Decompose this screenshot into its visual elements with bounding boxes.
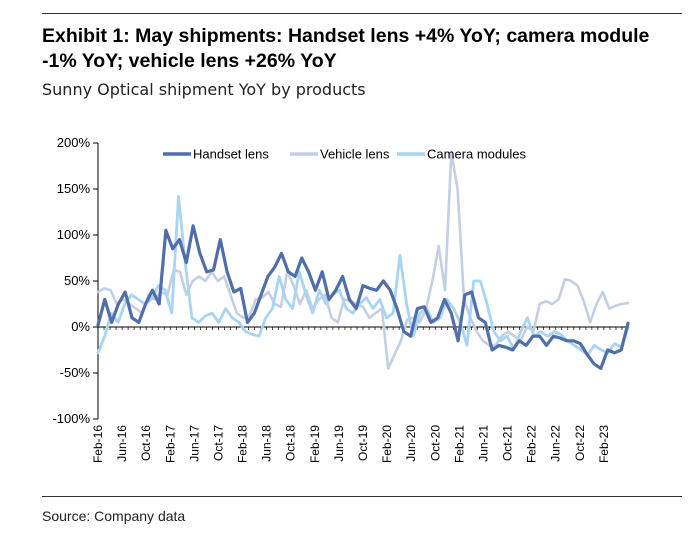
source-note: Source: Company data <box>42 508 186 524</box>
x-tick-label: Feb-19 <box>308 425 322 463</box>
x-tick-label: Feb-20 <box>380 425 394 463</box>
x-tick-label: Feb-23 <box>597 425 611 463</box>
x-tick-label: Jun-16 <box>115 425 129 462</box>
bottom-rule <box>42 496 682 497</box>
top-rule <box>42 13 682 14</box>
x-tick-label: Jun-17 <box>187 425 201 462</box>
x-tick-label: Oct-18 <box>284 425 298 461</box>
vehicle-lens-legend-label: Vehicle lens <box>320 147 390 162</box>
x-tick-label: Jun-18 <box>260 425 274 462</box>
x-tick-label: Feb-22 <box>525 425 539 463</box>
x-tick-label: Jun-21 <box>476 425 490 462</box>
x-tick-label: Oct-17 <box>211 425 225 461</box>
x-tick-label: Jun-19 <box>332 425 346 462</box>
camera-modules-legend-label: Camera modules <box>427 147 526 162</box>
legend: Handset lens Vehicle lens Camera modules <box>163 147 526 162</box>
y-tick-label: 50% <box>64 273 90 288</box>
y-tick-label: -50% <box>60 365 91 380</box>
y-tick-label: 100% <box>57 227 91 242</box>
x-axis: Feb-16 Jun-16 Oct-16 Feb-17 Jun-17 Oct-17 Feb-… <box>91 326 629 463</box>
x-tick-label: Feb-16 <box>91 425 105 463</box>
line-chart: -100% -50% 0% 50% 100% 150% 200% Feb-16 Jun-16 O… <box>52 135 630 463</box>
x-tick-label: Oct-21 <box>501 425 515 461</box>
x-tick-label: Jun-22 <box>549 425 563 462</box>
x-tick-label: Oct-22 <box>573 425 587 461</box>
camera-modules-series-line <box>96 194 630 357</box>
y-tick-label: 0% <box>71 319 90 334</box>
chart-title: Exhibit 1: May shipments: Handset lens +… <box>42 25 650 72</box>
x-tick-label: Oct-20 <box>428 425 442 461</box>
x-tick-label: Feb-21 <box>452 425 466 463</box>
handset-lens-legend-label: Handset lens <box>193 147 269 162</box>
x-tick-label: Jun-20 <box>404 425 418 462</box>
series-layer <box>96 150 630 370</box>
y-tick-label: -100% <box>52 411 90 426</box>
y-tick-label: 200% <box>57 135 91 150</box>
x-tick-label: Feb-18 <box>236 425 250 463</box>
handset-lens-series-line <box>96 224 630 370</box>
vehicle-lens-series-line <box>96 150 630 370</box>
x-tick-label: Oct-19 <box>356 425 370 461</box>
x-tick-label: Oct-16 <box>139 425 153 461</box>
x-tick-label: Feb-17 <box>163 425 177 463</box>
y-axis: -100% -50% 0% 50% 100% 150% 200% <box>52 135 99 426</box>
chart-subtitle: Sunny Optical shipment YoY by products <box>42 80 366 99</box>
y-tick-label: 150% <box>57 181 91 196</box>
